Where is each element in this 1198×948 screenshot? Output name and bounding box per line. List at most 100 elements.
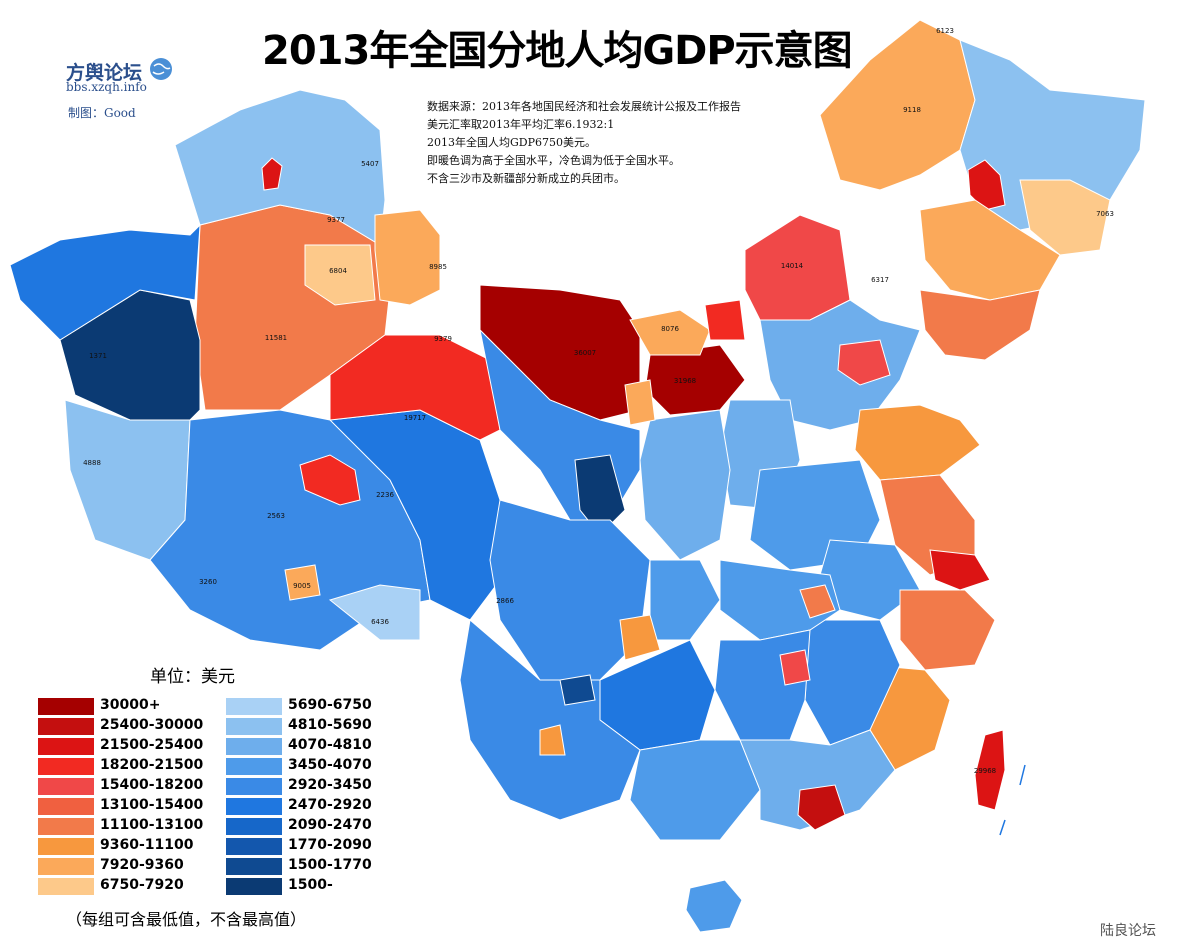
map-value-label: 19717 [404, 414, 426, 422]
legend-note: （每组可含最低值，不含最高值） [66, 910, 307, 929]
logo-site: bbs.xzqh.info [66, 80, 147, 94]
map-value-label: 9379 [434, 335, 452, 343]
region-inner-mongolia-mid [629, 309, 711, 356]
legend-label: 9360-11100 [100, 837, 194, 853]
legend-swatch [226, 878, 282, 895]
legend-swatch [38, 718, 94, 735]
map-value-label: 6123 [936, 27, 954, 35]
legend-label: 18200-21500 [100, 757, 204, 773]
legend-label: 2920-3450 [288, 777, 372, 793]
logo: 方舆论坛 bbs.xzqh.info 制图：Good [66, 48, 186, 128]
legend-label: 21500-25400 [100, 737, 204, 753]
region-hainan [685, 879, 743, 933]
region-ningxia [624, 379, 656, 426]
legend-label: 13100-15400 [100, 797, 204, 813]
map-value-label: 11581 [265, 334, 287, 342]
legend-swatch [38, 838, 94, 855]
region-kunming [539, 724, 566, 756]
legend-label: 4070-4810 [288, 737, 372, 753]
legend-label: 3450-4070 [288, 757, 372, 773]
map-value-label: 8076 [661, 325, 679, 333]
legend-label: 2090-2470 [288, 817, 372, 833]
map-value-label: 1371 [89, 352, 107, 360]
logo-brand: 方舆论坛 [66, 62, 143, 84]
region-zhejiang [899, 589, 996, 671]
region-turpan [304, 244, 376, 306]
region-shigatse [284, 564, 321, 601]
note-line: 即暖色调为高于全国水平，冷色调为低于全国水平。 [427, 154, 680, 167]
region-islands [999, 764, 1026, 836]
region-heilongjiang-east [1019, 179, 1111, 256]
map-value-label: 9005 [293, 582, 311, 590]
legend-swatch [38, 758, 94, 775]
legend-swatch [38, 778, 94, 795]
watermark: 陆良论坛 [1100, 923, 1156, 939]
legend-label: 1770-2090 [288, 837, 372, 853]
legend-swatch [226, 798, 282, 815]
region-changsha [779, 649, 811, 686]
legend-swatch [226, 718, 282, 735]
logo-maker: 制图：Good [68, 106, 136, 120]
legend-swatch [38, 798, 94, 815]
note-line: 数据来源：2013年各地国民经济和社会发展统计公报及工作报告 [427, 100, 741, 113]
map-value-label: 29968 [974, 767, 996, 775]
legend-label: 11100-13100 [100, 817, 204, 833]
region-wuhan [799, 584, 836, 619]
region-yunnan-nujiang [559, 674, 596, 706]
map-value-label: 2866 [496, 597, 514, 605]
region-xinjiang-karamay [261, 157, 283, 191]
legend-label: 15400-18200 [100, 777, 204, 793]
map-value-label: 7063 [1096, 210, 1114, 218]
region-hubei [719, 559, 841, 641]
map-value-label: 6436 [371, 618, 389, 626]
legend-swatch [226, 838, 282, 855]
map-value-label: 14014 [781, 262, 804, 270]
legend-swatch [226, 778, 282, 795]
legend-label: 2470-2920 [288, 797, 372, 813]
region-shaanxi [639, 409, 731, 561]
legend-swatch [226, 818, 282, 835]
legend-label: 6750-7920 [100, 877, 184, 893]
region-chongqing [649, 559, 721, 641]
region-chengdu [619, 614, 661, 661]
map-value-label: 8985 [429, 263, 447, 271]
legend-label: 7920-9360 [100, 857, 184, 873]
region-liaoning [919, 289, 1041, 361]
legend-label: 1500-1770 [288, 857, 372, 873]
region-shanghai-suzhou [929, 549, 991, 591]
region-tianjin [837, 339, 891, 386]
region-baotou [704, 299, 746, 341]
map-value-label: 31968 [674, 377, 696, 385]
map-value-label: 6317 [871, 276, 889, 284]
region-sichuan [489, 499, 651, 681]
region-golmud [299, 454, 361, 506]
legend-swatch [226, 858, 282, 875]
globe-icon [150, 58, 172, 80]
region-pearl-river-delta [797, 784, 846, 831]
legend-swatch [38, 878, 94, 895]
legend-label: 25400-30000 [100, 717, 204, 733]
legend-swatch [38, 698, 94, 715]
map-value-label: 5407 [361, 160, 379, 168]
map-value-label: 9118 [903, 106, 921, 114]
map-value-label: 6804 [329, 267, 347, 275]
note-line: 美元汇率取2013年平均汇率6.1932:1 [427, 118, 615, 131]
legend-swatch [38, 818, 94, 835]
legend-swatch [226, 758, 282, 775]
region-hunan [714, 629, 811, 741]
map-labels: 6123 9118 14014 6317 36007 31968 9379 6804 8985 1… [83, 27, 1114, 775]
map-value-label: 3260 [199, 578, 217, 586]
legend-swatch [38, 858, 94, 875]
legend-label: 5690-6750 [288, 697, 372, 713]
region-taiwan [974, 729, 1006, 811]
region-nyingchi [328, 584, 421, 641]
note-line: 2013年全国人均GDP6750美元。 [427, 136, 596, 149]
map-value-label: 2563 [267, 512, 285, 520]
page-title: 2013年全国分地人均GDP示意图 [262, 28, 853, 74]
region-guangdong [739, 729, 896, 831]
region-guangxi [629, 739, 761, 841]
map-value-label: 36007 [574, 349, 596, 357]
region-shandong [854, 404, 981, 481]
legend-swatch [38, 738, 94, 755]
